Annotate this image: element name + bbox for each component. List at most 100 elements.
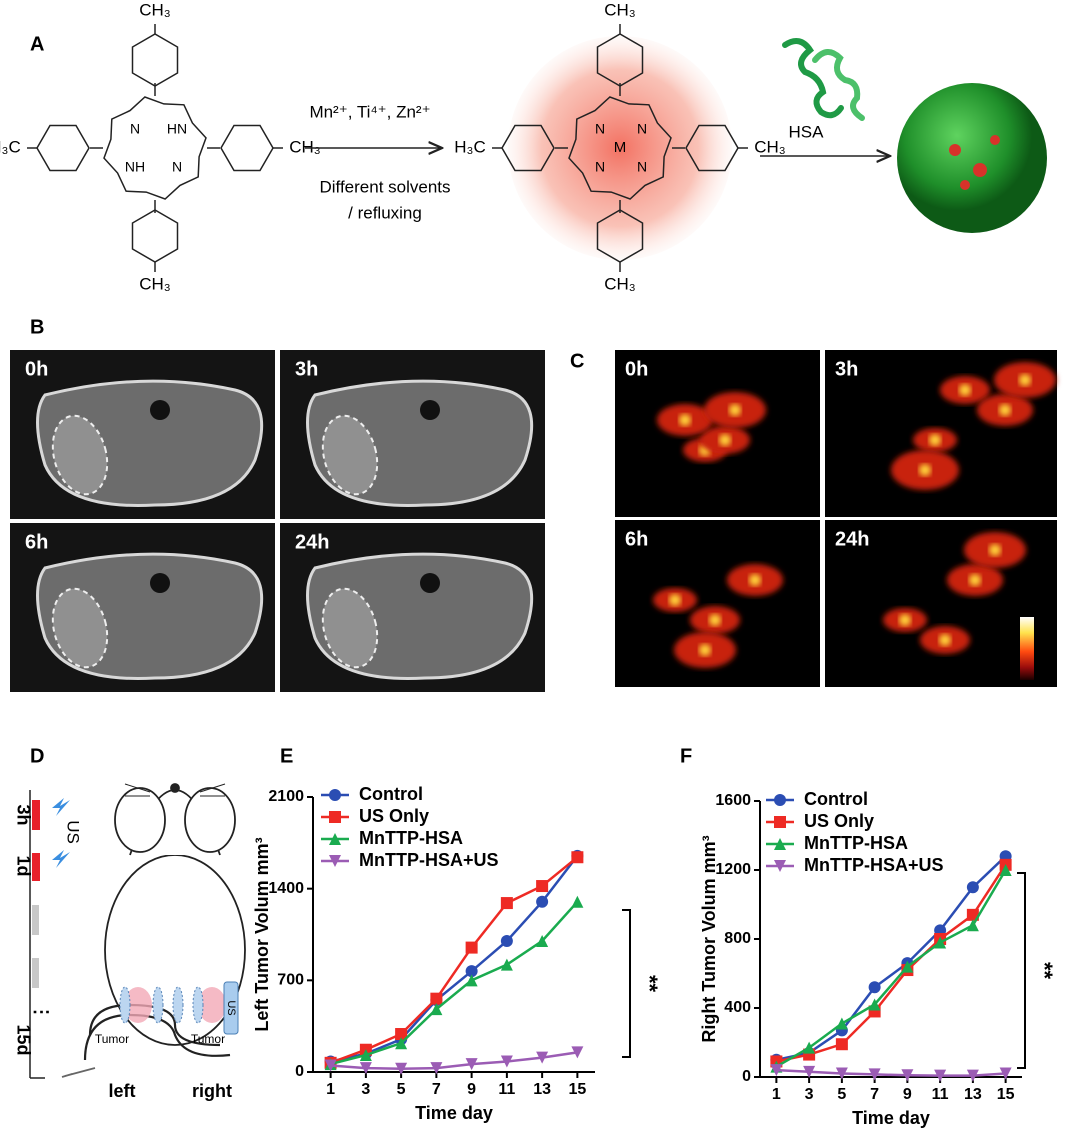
point bbox=[803, 1065, 816, 1078]
methyl: H₃C bbox=[0, 137, 21, 156]
benzene bbox=[685, 124, 739, 172]
time-label: 6h bbox=[25, 531, 48, 553]
legend-marker bbox=[329, 855, 341, 867]
nitrogen: N bbox=[595, 121, 605, 137]
point bbox=[465, 974, 478, 987]
pa-images: 0h 3h 6h 24h bbox=[615, 350, 1057, 687]
porphyrin: CH₃CH₃H₃CCH₃NHNNHN bbox=[0, 0, 321, 293]
panel-label: B bbox=[30, 316, 44, 338]
x-tick-label: 3 bbox=[361, 1081, 370, 1098]
signal bbox=[999, 404, 1011, 416]
methyl: CH₃ bbox=[604, 274, 635, 293]
nitrogen: N bbox=[637, 121, 647, 137]
signal bbox=[959, 384, 971, 396]
point bbox=[966, 881, 979, 894]
x-tick-label: 15 bbox=[568, 1081, 586, 1098]
bracket bbox=[622, 909, 631, 1058]
point bbox=[571, 895, 584, 908]
point bbox=[571, 1046, 584, 1059]
tumor-outline bbox=[51, 414, 109, 496]
glow bbox=[508, 36, 732, 260]
series-line bbox=[776, 1068, 1006, 1077]
tumor-label: Tumor bbox=[191, 1032, 225, 1046]
panel-label: F bbox=[680, 745, 692, 767]
legend-marker bbox=[329, 789, 341, 801]
y-tick-label: 700 bbox=[277, 972, 304, 989]
legend-marker bbox=[329, 833, 341, 845]
side-label: left bbox=[109, 1081, 136, 1101]
probe-label: US bbox=[225, 1000, 237, 1015]
macrocycle bbox=[103, 96, 207, 200]
point bbox=[868, 1068, 881, 1081]
point bbox=[465, 1058, 478, 1071]
point bbox=[835, 1017, 848, 1030]
tumor-outline bbox=[321, 414, 379, 496]
signal bbox=[699, 644, 711, 656]
point bbox=[500, 897, 513, 910]
metalloporphyrin: CH₃ CH₃ H₃C CH₃ N N N NM bbox=[454, 0, 785, 293]
nitrogen: N bbox=[637, 159, 647, 175]
legend-label: MnTTP-HSA+US bbox=[359, 850, 499, 870]
significance: ** bbox=[1032, 962, 1057, 980]
point bbox=[500, 1055, 513, 1068]
point bbox=[901, 960, 914, 973]
panel-label: A bbox=[30, 33, 44, 55]
x-tick-label: 7 bbox=[870, 1086, 879, 1103]
panel-label: C bbox=[570, 350, 584, 372]
point bbox=[999, 1067, 1012, 1080]
organ bbox=[420, 573, 440, 593]
bracket bbox=[1017, 872, 1026, 1069]
point bbox=[536, 1051, 549, 1064]
legend-label: US Only bbox=[804, 811, 874, 831]
y-tick-label: 0 bbox=[742, 1068, 751, 1085]
time-label: 15d bbox=[13, 1024, 33, 1055]
point bbox=[868, 981, 881, 994]
us-label: US bbox=[64, 820, 83, 844]
signal bbox=[679, 414, 691, 426]
y-tick-label: 400 bbox=[724, 999, 751, 1016]
panel-label: D bbox=[30, 745, 44, 767]
point bbox=[835, 1038, 848, 1051]
x-tick-label: 13 bbox=[533, 1081, 551, 1098]
time-label: 3h bbox=[13, 804, 33, 825]
signal bbox=[919, 464, 931, 476]
point bbox=[324, 1059, 337, 1072]
point bbox=[770, 1064, 783, 1077]
x-tick-label: 1 bbox=[772, 1086, 781, 1103]
protein-label: HSA bbox=[789, 122, 825, 141]
legend-label: US Only bbox=[359, 806, 429, 826]
point bbox=[934, 1069, 947, 1082]
panel-label: E bbox=[280, 745, 293, 767]
signal bbox=[749, 574, 761, 586]
signal bbox=[669, 594, 681, 606]
time-label: 1d bbox=[13, 855, 33, 876]
x-tick-label: 5 bbox=[397, 1081, 406, 1098]
point bbox=[536, 895, 549, 908]
point bbox=[500, 935, 513, 948]
benzene bbox=[220, 124, 274, 172]
methyl: CH₃ bbox=[139, 274, 170, 293]
y-axis-label: Left Tumor Volum mm³ bbox=[252, 837, 272, 1031]
signal bbox=[1019, 374, 1031, 386]
y-tick-label: 800 bbox=[724, 930, 751, 947]
point bbox=[999, 864, 1012, 876]
signal bbox=[719, 434, 731, 446]
series-line bbox=[330, 900, 579, 1066]
colorbar bbox=[1020, 617, 1034, 680]
x-tick-label: 1 bbox=[326, 1081, 335, 1098]
series-line bbox=[775, 869, 1007, 1068]
conditions: Different solvents bbox=[319, 177, 450, 196]
side-label: right bbox=[192, 1081, 232, 1101]
point bbox=[803, 1041, 816, 1054]
organ bbox=[150, 573, 170, 593]
signal bbox=[969, 574, 981, 586]
x-tick-label: 9 bbox=[903, 1086, 912, 1103]
tumor-outline bbox=[51, 587, 109, 669]
point bbox=[934, 936, 947, 949]
signal bbox=[929, 434, 941, 446]
point bbox=[571, 851, 584, 864]
x-axis-label: Time day bbox=[415, 1103, 493, 1123]
legend-marker bbox=[774, 838, 786, 850]
x-tick-label: 5 bbox=[837, 1086, 846, 1103]
